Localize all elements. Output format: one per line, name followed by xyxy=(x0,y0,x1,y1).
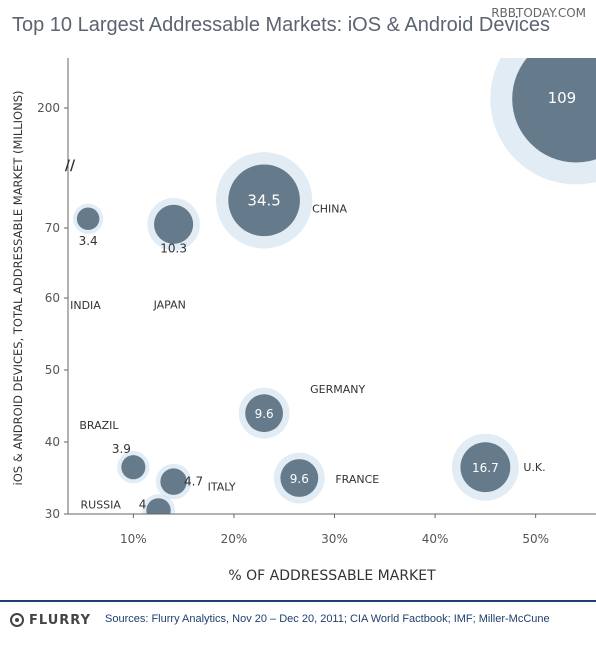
bubble-inner-japan xyxy=(154,204,194,244)
y-tick-label: 200 xyxy=(37,101,60,115)
y-axis-title: iOS & ANDROID DEVICES, TOTAL ADDRESSABLE… xyxy=(11,91,25,486)
country-label: RUSSIA xyxy=(81,498,122,511)
x-tick-label: 20% xyxy=(221,532,248,546)
value-label: 3.4 xyxy=(79,234,98,248)
x-axis-title: % OF ADDRESSABLE MARKET xyxy=(228,568,436,584)
label-layer: 109U.S.34.5CHINA16.7U.K.10.3JAPAN9.6GERM… xyxy=(70,89,577,512)
flurry-logo: FLURRY xyxy=(10,611,91,629)
bubble-inner-uk xyxy=(460,442,511,493)
bubble-inner-france xyxy=(280,459,319,497)
value-label: 16.7 xyxy=(472,461,499,475)
value-label: 109 xyxy=(548,89,577,107)
x-tick-label: 50% xyxy=(522,532,549,546)
x-tick-label: 10% xyxy=(120,532,147,546)
bubble-inner-india xyxy=(76,207,100,231)
flurry-logo-icon xyxy=(10,613,24,627)
axes-layer: 10% 20% 30% 40% 50% 30 40 50 60 70 200 // % OF ADDRE… xyxy=(11,58,596,584)
bubble-inner-china xyxy=(228,164,300,237)
country-label: ITALY xyxy=(208,481,236,494)
y-tick-label: 60 xyxy=(45,291,60,305)
value-label: 34.5 xyxy=(247,191,280,209)
bubble-layer xyxy=(72,58,596,514)
country-label: INDIA xyxy=(70,299,101,312)
country-label: CHINA xyxy=(312,202,347,215)
value-label: 10.3 xyxy=(160,241,187,255)
y-axis-break-marker: // xyxy=(65,158,76,174)
bubble-inner-germany xyxy=(245,394,284,433)
country-label: BRAZIL xyxy=(79,419,119,432)
country-label: U.K. xyxy=(523,461,545,474)
bubble-inner-italy xyxy=(160,468,187,495)
country-label: GERMANY xyxy=(310,383,365,396)
bubble-inner-russia xyxy=(146,498,171,514)
x-tick-label: 40% xyxy=(422,532,449,546)
footer-divider xyxy=(0,600,596,602)
value-label: 9.6 xyxy=(290,472,309,486)
value-label: 4 xyxy=(139,497,147,511)
watermark: RBBTODAY.COM xyxy=(491,6,586,20)
y-tick-label: 50 xyxy=(45,363,60,377)
source-citation: Sources: Flurry Analytics, Nov 20 – Dec … xyxy=(105,613,550,625)
y-tick-label: 40 xyxy=(45,435,60,449)
y-tick-label: 30 xyxy=(45,507,60,521)
value-label: 3.9 xyxy=(112,442,131,456)
country-label: FRANCE xyxy=(335,473,379,486)
logo-text: FLURRY xyxy=(29,612,91,628)
value-label: 9.6 xyxy=(255,407,274,421)
chart-title: Top 10 Largest Addressable Markets: iOS … xyxy=(12,14,551,36)
y-tick-label: 70 xyxy=(45,221,60,235)
country-label: JAPAN xyxy=(153,298,186,311)
x-tick-label: 30% xyxy=(321,532,348,546)
bubble-inner-brazil xyxy=(121,455,146,480)
footer: FLURRY Sources: Flurry Analytics, Nov 20… xyxy=(0,600,596,640)
bubble-inner-us xyxy=(512,58,596,163)
value-label: 4.7 xyxy=(184,475,203,489)
